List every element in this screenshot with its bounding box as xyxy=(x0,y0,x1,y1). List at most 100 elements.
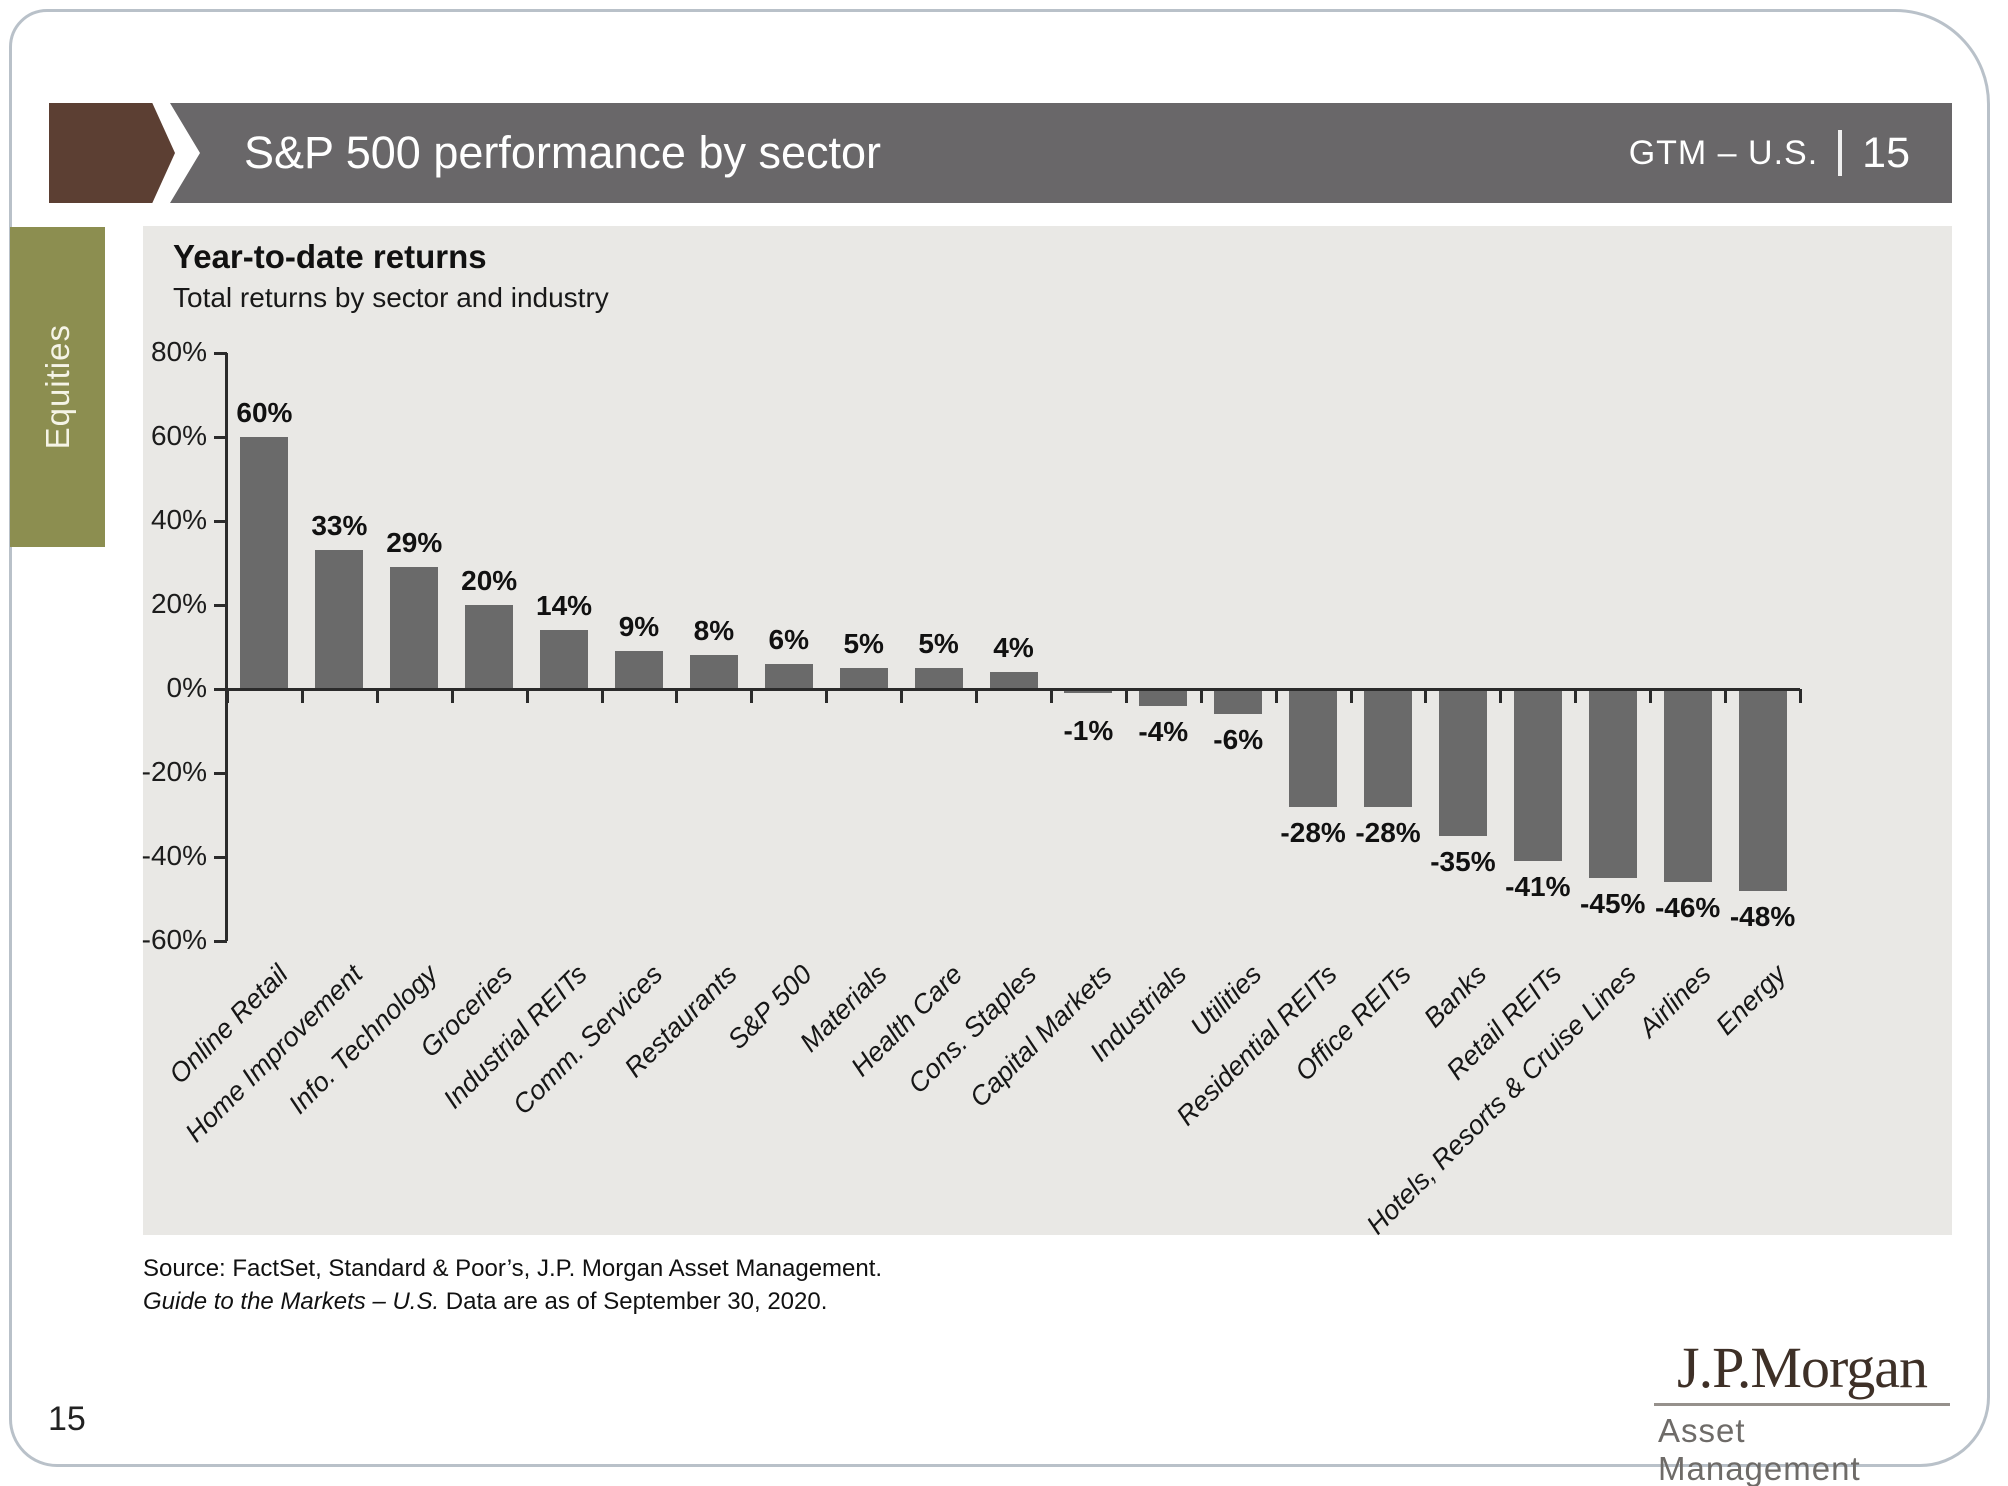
y-axis-tick xyxy=(214,772,227,775)
bar-value-label: 6% xyxy=(768,623,810,655)
bar xyxy=(914,668,963,689)
bar-value-label: -1% xyxy=(1063,715,1114,746)
y-axis-tick xyxy=(214,688,227,691)
x-axis-tick xyxy=(525,689,529,703)
bar-chart-plot: 80% 60% 40% 20% 0% -20% -40% -60% 60% Online Reta… xyxy=(142,226,1952,1240)
bar xyxy=(1214,689,1263,715)
chart-title: Year-to-date returns xyxy=(173,238,487,275)
sidebar-tab-label: Equities xyxy=(38,324,76,450)
y-axis-line xyxy=(225,353,228,941)
y-axis-tick-label: 20% xyxy=(150,588,207,619)
y-axis-tick-label: 0% xyxy=(166,672,207,703)
x-axis-category-label-text: Energy xyxy=(1710,959,1792,1041)
bar-value-label: -4% xyxy=(1138,715,1189,747)
source-line-1: Source: FactSet, Standard & Poor’s, J.P.… xyxy=(143,1255,883,1282)
bar xyxy=(540,630,589,689)
bar xyxy=(989,672,1038,689)
y-axis-tick-label: -20% xyxy=(141,756,207,787)
y-axis-tick-label: 60% xyxy=(150,420,207,451)
bar-value-label: 8% xyxy=(693,615,735,647)
x-axis-tick xyxy=(750,689,754,703)
bar xyxy=(1438,689,1487,836)
bar-value-label: -46% xyxy=(1654,892,1721,924)
bar-value-label: -6% xyxy=(1213,724,1264,756)
source-note: Source: FactSet, Standard & Poor’s, J.P.… xyxy=(143,1252,882,1318)
y-axis-tick xyxy=(214,940,227,943)
bar xyxy=(1663,689,1712,883)
gtm-label: GTM – U.S. xyxy=(1628,133,1819,172)
jpmorgan-logo-rule xyxy=(1654,1403,1950,1406)
bar-value-label: 14% xyxy=(536,590,593,622)
bar-value-label: 20% xyxy=(461,565,518,596)
y-axis-tick xyxy=(214,520,227,523)
jpmorgan-logo: J.P.Morgan Asset Management xyxy=(1654,1334,1950,1486)
bar-value-label: -45% xyxy=(1580,888,1646,919)
y-axis-tick-label: -40% xyxy=(141,840,207,871)
bar-value-label: -35% xyxy=(1430,846,1496,877)
y-axis-tick xyxy=(214,856,227,859)
bar-value-label: 33% xyxy=(311,510,368,542)
x-axis-category-label-text: Cons. Staples xyxy=(902,959,1043,1100)
bar xyxy=(1513,689,1562,862)
chart-panel: Year-to-date returns Total returns by se… xyxy=(142,226,1952,1240)
x-axis-tick xyxy=(1199,689,1203,703)
bar-value-label: -28% xyxy=(1280,816,1346,848)
x-axis-tick xyxy=(1574,689,1578,703)
bar-value-label: -48% xyxy=(1729,900,1796,932)
x-axis-tick xyxy=(975,689,979,703)
x-axis-tick xyxy=(1499,689,1503,703)
page-title: S&P 500 performance by sector xyxy=(244,127,882,178)
bar-value-label: 4% xyxy=(993,632,1034,664)
bar-value-label: 29% xyxy=(386,527,443,559)
bar xyxy=(1289,689,1338,807)
y-axis-tick-label: 80% xyxy=(150,336,207,367)
bar-value-label: -41% xyxy=(1505,871,1571,903)
x-axis-tick xyxy=(1799,689,1802,703)
x-axis-tick xyxy=(600,689,604,703)
x-axis-tick xyxy=(1349,689,1353,703)
x-axis-tick xyxy=(1649,689,1653,703)
bar xyxy=(240,437,289,689)
page-number: 15 xyxy=(48,1400,86,1438)
jpmorgan-logo-name: J.P.Morgan xyxy=(1677,1335,1928,1400)
source-line-2-italic: Guide to the Markets – U.S. xyxy=(143,1288,440,1315)
source-line-2: Guide to the Markets – U.S. Data are as … xyxy=(143,1285,882,1318)
header-bar: S&P 500 performance by sector GTM – U.S.… xyxy=(170,103,1952,203)
x-axis-tick xyxy=(825,689,829,703)
x-axis-tick xyxy=(1049,689,1053,703)
y-axis-tick-label: 40% xyxy=(150,504,207,535)
x-axis-tick xyxy=(1274,689,1278,703)
y-axis-tick xyxy=(214,436,227,439)
section-arrow-icon xyxy=(49,103,175,203)
sidebar-tab-equities: Equities xyxy=(10,227,105,547)
header-right-group: GTM – U.S. 15 xyxy=(1629,129,1910,178)
bar-value-label: -28% xyxy=(1355,816,1421,848)
bar-value-label: 5% xyxy=(843,628,884,659)
bar xyxy=(465,605,514,689)
x-axis-tick xyxy=(1124,689,1128,703)
source-line-2-rest: Data are as of September 30, 2020. xyxy=(439,1288,828,1315)
bar xyxy=(839,668,888,689)
bar xyxy=(390,567,439,689)
bar xyxy=(315,550,364,689)
x-axis-tick xyxy=(900,689,904,703)
bar xyxy=(1364,689,1413,807)
x-axis-tick xyxy=(300,689,304,703)
x-axis-line xyxy=(227,688,1800,691)
y-axis-tick-label: -60% xyxy=(141,924,207,955)
bar-value-label: 5% xyxy=(918,628,959,659)
bar xyxy=(1139,689,1188,706)
bar xyxy=(614,651,663,689)
bar xyxy=(689,655,738,689)
bar xyxy=(1064,689,1113,694)
x-axis-tick xyxy=(1724,689,1728,703)
bar xyxy=(1588,689,1637,878)
bar xyxy=(764,663,813,689)
jpmorgan-logo-subtitle: Asset Management xyxy=(1658,1412,1861,1486)
y-axis-tick xyxy=(214,352,227,355)
x-axis-tick xyxy=(450,689,454,703)
x-axis-tick xyxy=(375,689,379,703)
x-axis-tick xyxy=(675,689,679,703)
header-divider xyxy=(1838,130,1843,176)
x-axis-category-label-text: Airlines xyxy=(1633,959,1717,1043)
